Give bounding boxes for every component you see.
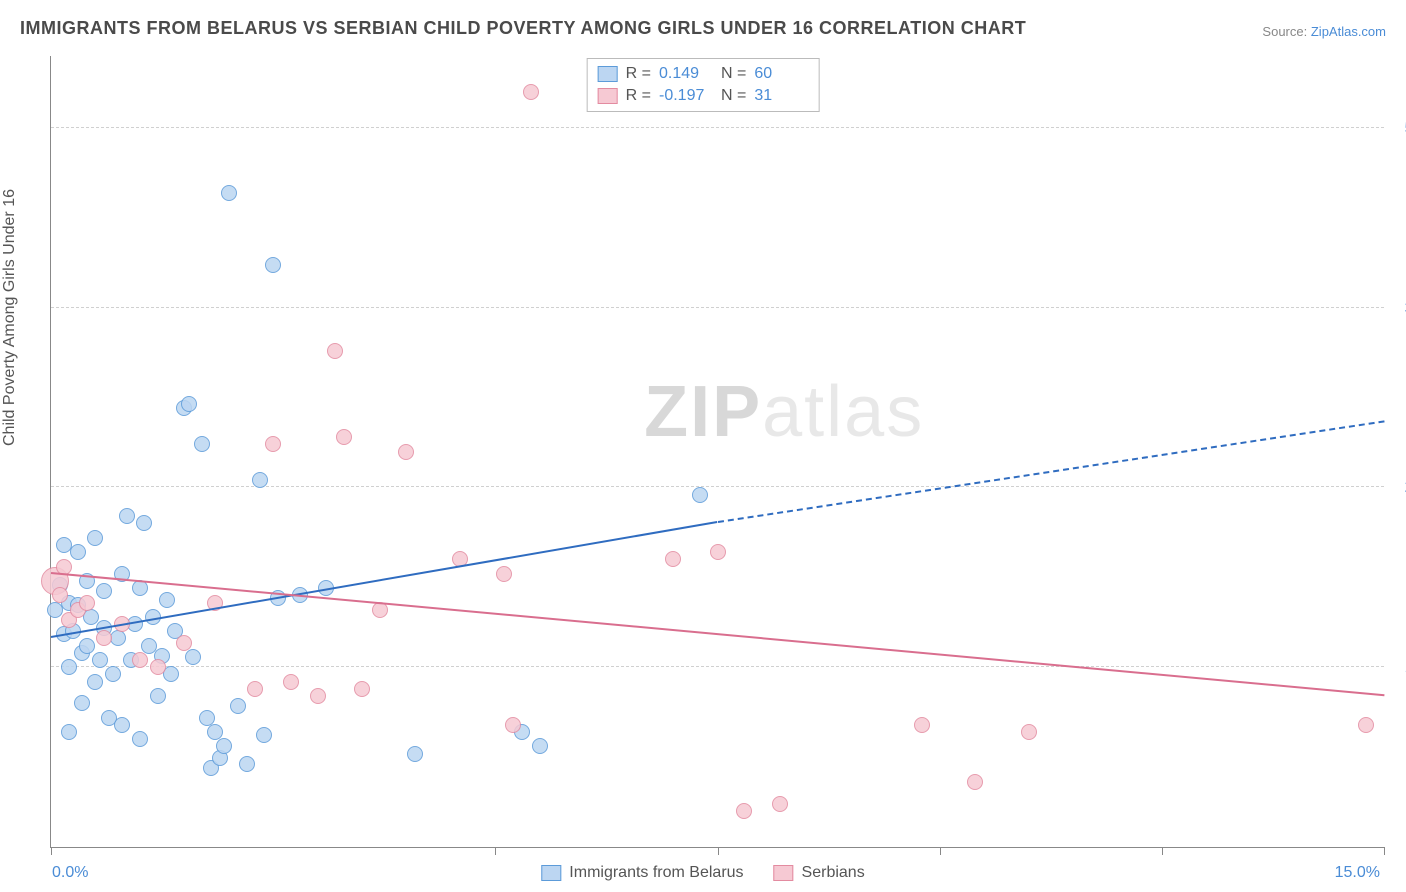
data-point-serbians [496,566,512,582]
r-label: R = [626,87,651,105]
legend-item-serbians: Serbians [774,864,865,882]
data-point-belarus [199,710,215,726]
plot-area: ZIPatlas 12.5%25.0%37.5%50.0% [50,56,1384,848]
data-point-belarus [70,544,86,560]
legend-row-serbians: R = -0.197 N = 31 [598,85,809,107]
data-point-belarus [230,698,246,714]
data-point-belarus [92,652,108,668]
series-legend: Immigrants from Belarus Serbians [541,864,864,882]
watermark: ZIPatlas [644,371,924,453]
x-tick [718,847,719,855]
legend-label-serbians: Serbians [802,864,865,882]
data-point-belarus [407,746,423,762]
correlation-legend: R = 0.149 N = 60 R = -0.197 N = 31 [587,58,820,112]
data-point-belarus [119,508,135,524]
r-value-belarus: 0.149 [659,65,713,83]
swatch-belarus [598,66,618,82]
y-axis-title: Child Poverty Among Girls Under 16 [1,189,19,446]
data-point-belarus [61,724,77,740]
swatch-serbians [774,865,794,881]
r-label: R = [626,65,651,83]
data-point-belarus [216,738,232,754]
data-point-serbians [247,681,263,697]
legend-item-belarus: Immigrants from Belarus [541,864,743,882]
data-point-serbians [665,551,681,567]
data-point-belarus [96,583,112,599]
gridline [51,307,1384,308]
data-point-belarus [207,724,223,740]
data-point-serbians [772,796,788,812]
data-point-belarus [265,257,281,273]
data-point-belarus [159,592,175,608]
source-link[interactable]: ZipAtlas.com [1311,24,1386,39]
data-point-belarus [87,674,103,690]
data-point-serbians [79,595,95,611]
data-point-serbians [283,674,299,690]
data-point-serbians [354,681,370,697]
data-point-belarus [185,649,201,665]
swatch-serbians [598,88,618,104]
source-attribution: Source: ZipAtlas.com [1262,24,1386,39]
data-point-belarus [136,515,152,531]
data-point-serbians [176,635,192,651]
x-axis-max-label: 15.0% [1335,864,1380,882]
data-point-serbians [967,774,983,790]
data-point-belarus [532,738,548,754]
n-label: N = [721,87,746,105]
data-point-serbians [327,343,343,359]
data-point-belarus [256,727,272,743]
gridline [51,486,1384,487]
data-point-belarus [239,756,255,772]
source-label: Source: [1262,24,1307,39]
data-point-belarus [114,717,130,733]
data-point-serbians [1358,717,1374,733]
data-point-serbians [736,803,752,819]
data-point-belarus [132,731,148,747]
legend-label-belarus: Immigrants from Belarus [569,864,743,882]
data-point-belarus [150,688,166,704]
data-point-belarus [194,436,210,452]
x-tick [1162,847,1163,855]
swatch-belarus [541,865,561,881]
x-tick [51,847,52,855]
data-point-serbians [132,652,148,668]
data-point-serbians [265,436,281,452]
legend-row-belarus: R = 0.149 N = 60 [598,63,809,85]
data-point-serbians [523,84,539,100]
data-point-serbians [52,587,68,603]
data-point-belarus [74,695,90,711]
n-label: N = [721,65,746,83]
trend-line [51,572,1384,696]
data-point-serbians [505,717,521,733]
n-value-belarus: 60 [754,65,808,83]
data-point-serbians [1021,724,1037,740]
data-point-serbians [96,630,112,646]
data-point-belarus [221,185,237,201]
data-point-belarus [61,659,77,675]
data-point-belarus [252,472,268,488]
data-point-belarus [79,638,95,654]
r-value-serbians: -0.197 [659,87,713,105]
gridline [51,127,1384,128]
data-point-serbians [398,444,414,460]
chart-title: IMMIGRANTS FROM BELARUS VS SERBIAN CHILD… [20,18,1026,39]
data-point-serbians [914,717,930,733]
data-point-serbians [336,429,352,445]
data-point-serbians [150,659,166,675]
x-tick [940,847,941,855]
x-axis-min-label: 0.0% [52,864,88,882]
data-point-serbians [710,544,726,560]
data-point-belarus [692,487,708,503]
x-tick [1384,847,1385,855]
x-tick [495,847,496,855]
trend-line [717,421,1384,524]
n-value-serbians: 31 [754,87,808,105]
data-point-serbians [310,688,326,704]
data-point-belarus [105,666,121,682]
gridline [51,666,1384,667]
data-point-belarus [181,396,197,412]
data-point-belarus [87,530,103,546]
